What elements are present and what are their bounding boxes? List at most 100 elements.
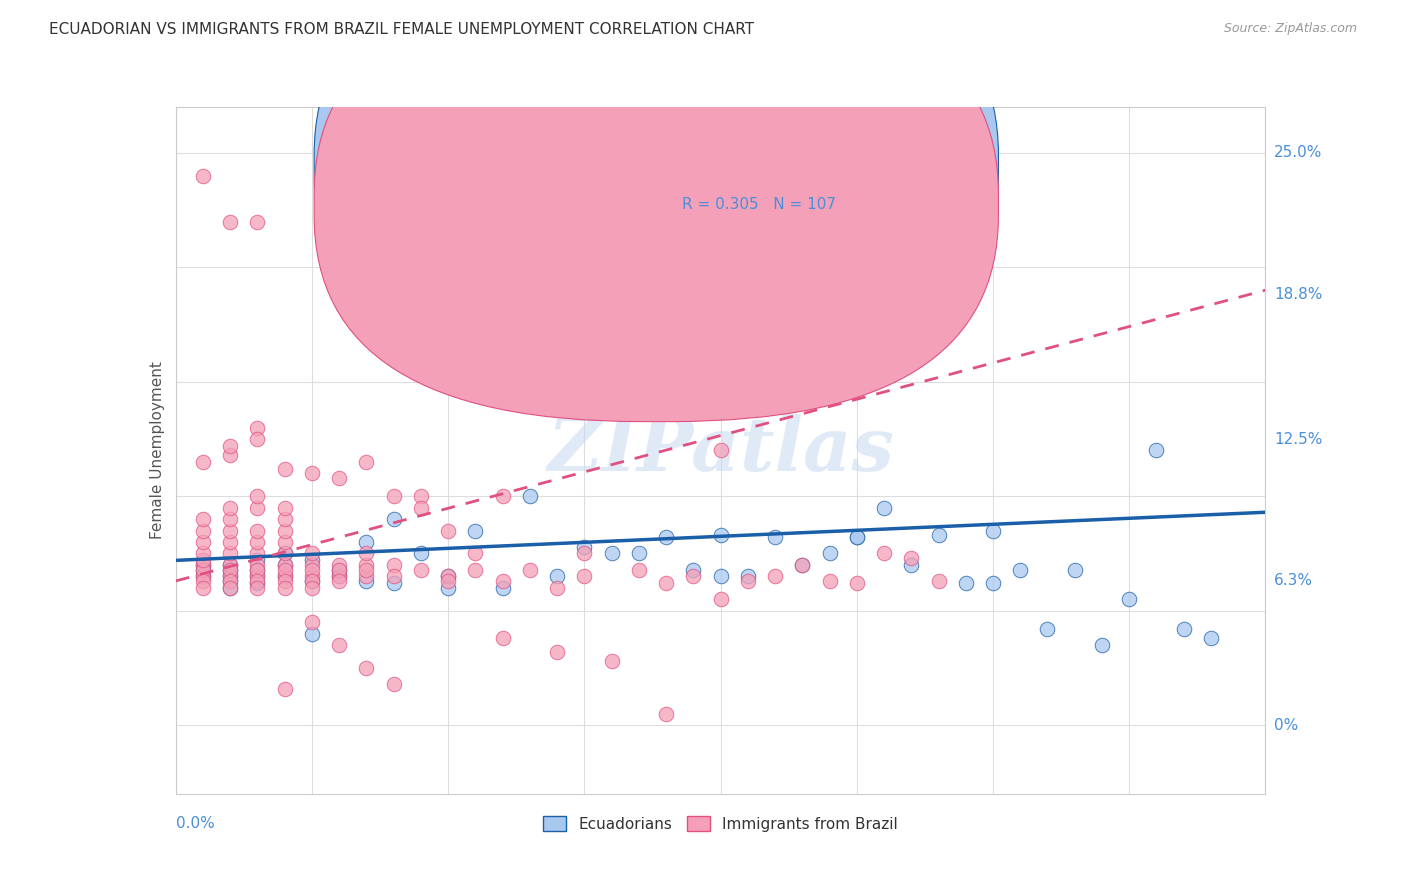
Point [246, 535, 269, 549]
Text: 0.0%: 0.0% [176, 816, 215, 830]
Point [191, 535, 214, 549]
Point [492, 631, 515, 645]
Point [219, 524, 242, 538]
Point [191, 558, 214, 572]
Point [274, 681, 297, 696]
Point [900, 551, 922, 566]
Point [274, 524, 297, 538]
Point [818, 546, 841, 561]
Point [301, 626, 323, 640]
Point [845, 531, 868, 545]
Point [492, 489, 515, 503]
Point [409, 489, 432, 503]
Point [246, 500, 269, 515]
Point [1118, 592, 1140, 607]
Point [737, 569, 759, 583]
Point [845, 576, 868, 591]
Point [219, 574, 242, 588]
Point [219, 581, 242, 595]
Text: 18.8%: 18.8% [1274, 287, 1323, 302]
Point [219, 569, 242, 583]
Point [492, 574, 515, 588]
Point [627, 546, 650, 561]
Point [246, 558, 269, 572]
Point [191, 562, 214, 576]
Point [981, 524, 1004, 538]
Point [191, 581, 214, 595]
Point [219, 214, 242, 228]
Point [737, 574, 759, 588]
Point [274, 558, 297, 572]
Point [600, 654, 623, 668]
Point [274, 512, 297, 526]
Point [191, 569, 214, 583]
Point [928, 528, 950, 542]
Point [873, 546, 896, 561]
Point [382, 569, 405, 583]
Point [873, 500, 896, 515]
Point [655, 576, 678, 591]
Point [191, 562, 214, 576]
Point [464, 562, 486, 576]
Point [219, 581, 242, 595]
Point [1144, 443, 1167, 458]
Point [246, 562, 269, 576]
Point [600, 546, 623, 561]
Text: 0%: 0% [1274, 718, 1298, 732]
Point [219, 500, 242, 515]
Point [191, 558, 214, 572]
Legend: Ecuadorians, Immigrants from Brazil: Ecuadorians, Immigrants from Brazil [537, 810, 904, 838]
Point [1199, 631, 1222, 645]
Point [437, 363, 460, 377]
Point [246, 574, 269, 588]
Point [301, 574, 323, 588]
Point [219, 512, 242, 526]
Text: R = 0.094   N =  59: R = 0.094 N = 59 [682, 158, 832, 173]
Text: 25.0%: 25.0% [1274, 145, 1323, 161]
Point [191, 169, 214, 183]
Point [274, 535, 297, 549]
Point [219, 546, 242, 561]
Point [437, 569, 460, 583]
Point [219, 535, 242, 549]
Point [301, 546, 323, 561]
Point [328, 638, 350, 652]
Point [682, 562, 704, 576]
Point [219, 562, 242, 576]
Text: 6.3%: 6.3% [1274, 574, 1313, 589]
Point [409, 562, 432, 576]
Point [191, 512, 214, 526]
Point [792, 558, 814, 572]
Point [574, 540, 596, 554]
Point [191, 455, 214, 469]
Point [981, 576, 1004, 591]
Point [328, 562, 350, 576]
Point [1063, 562, 1085, 576]
Point [574, 546, 596, 561]
Point [356, 546, 378, 561]
Point [219, 448, 242, 462]
Point [928, 574, 950, 588]
Point [219, 569, 242, 583]
Point [246, 569, 269, 583]
Point [328, 558, 350, 572]
Point [710, 443, 733, 458]
Point [274, 562, 297, 576]
Point [219, 558, 242, 572]
Point [246, 581, 269, 595]
Point [574, 569, 596, 583]
Point [328, 562, 350, 576]
Point [464, 546, 486, 561]
Point [546, 569, 568, 583]
Point [710, 528, 733, 542]
Point [546, 581, 568, 595]
Point [301, 615, 323, 630]
Point [655, 706, 678, 721]
Point [519, 489, 541, 503]
FancyBboxPatch shape [314, 0, 998, 422]
Point [246, 432, 269, 446]
Text: 12.5%: 12.5% [1274, 432, 1323, 447]
Point [191, 546, 214, 561]
Point [274, 569, 297, 583]
Point [710, 569, 733, 583]
